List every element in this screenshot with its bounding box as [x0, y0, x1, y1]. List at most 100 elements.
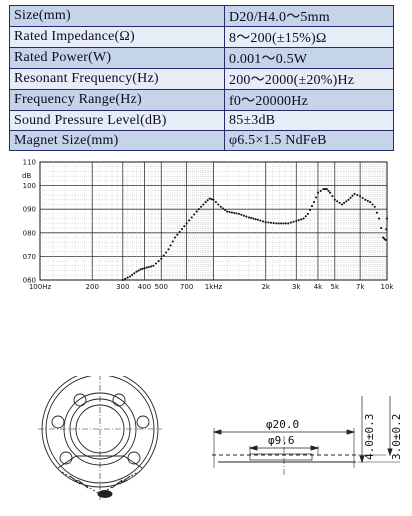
chart-data-point	[176, 233, 179, 236]
chart-data-point	[228, 210, 231, 214]
chart-data-point	[143, 267, 146, 270]
chart-data-point	[345, 200, 348, 203]
chart-data-point	[178, 230, 181, 233]
chart-y-tick-label: 070	[23, 253, 36, 261]
spec-row: Sound Pressure Level(dB) 85±3dB	[9, 110, 394, 131]
chart-data-point	[162, 254, 165, 257]
chart-data-point	[219, 205, 222, 208]
chart-y-axis-label: dB	[22, 172, 31, 180]
chart-data-point	[364, 198, 367, 201]
chart-data-point	[302, 217, 305, 220]
chart-data-point	[373, 205, 376, 208]
chart-data-point	[259, 219, 262, 222]
chart-data-point	[221, 207, 224, 210]
chart-data-point	[208, 197, 211, 200]
chart-data-point	[331, 195, 334, 198]
chart-x-ticks: 100Hz 200 300 400 500 700 1kHz 2k 3k 4k 5k 7k 10k	[29, 283, 395, 291]
chart-data-point	[193, 213, 196, 216]
chart-data-point	[385, 217, 389, 220]
chart-data-point	[137, 269, 140, 272]
chart-data-point	[256, 218, 259, 221]
chart-data-point	[237, 212, 240, 215]
chart-data-point	[126, 276, 129, 279]
chart-y-tick-label: 060	[23, 277, 36, 285]
chart-data-point	[282, 222, 285, 225]
chart-data-point	[361, 196, 364, 200]
chart-data-point	[141, 267, 144, 270]
chart-data-point	[308, 208, 312, 212]
chart-data-point	[349, 196, 352, 199]
chart-data-point	[139, 268, 142, 271]
spec-value: 200～2000(±20%)Hz	[224, 68, 394, 90]
chart-data-point	[313, 201, 316, 204]
spec-param: Size(mm)	[9, 5, 225, 27]
chart-data-point	[277, 222, 280, 225]
chart-data-point	[340, 203, 344, 206]
chart-data-point	[202, 203, 205, 206]
chart-data-point	[131, 273, 134, 276]
chart-data-point	[295, 219, 298, 223]
chart-data-point	[160, 257, 163, 260]
chart-x-tick-label: 5k	[331, 283, 340, 291]
chart-data-point	[250, 216, 253, 220]
chart-data-point	[171, 240, 174, 243]
chart-data-point	[324, 188, 327, 191]
chart-data-point	[351, 194, 354, 197]
chart-data-point	[333, 198, 336, 201]
spec-param: Sound Pressure Level(dB)	[9, 110, 225, 131]
chart-data-point	[173, 236, 177, 239]
chart-data-point	[325, 188, 328, 191]
chart-data-point	[378, 217, 381, 220]
chart-data-point	[224, 208, 227, 212]
chart-data-point	[264, 221, 267, 224]
chart-data-point	[128, 275, 132, 278]
speaker-drawing: φ20.0 φ9.6 4.0±0.3 3.0±0.2	[38, 376, 403, 500]
chart-data-point	[252, 217, 255, 220]
chart-data-point	[230, 211, 233, 214]
chart-data-point	[369, 201, 372, 204]
chart-x-tick-label: 3k	[292, 283, 301, 291]
spec-value: φ6.5×1.5 NdFeB	[224, 130, 394, 151]
chart-data-point	[359, 195, 362, 198]
chart-x-tick-label: 100Hz	[29, 283, 52, 291]
chart-y-ticks: 060 070 080 090 100 110	[23, 159, 36, 285]
chart-data-point	[267, 221, 270, 224]
chart-data-point	[133, 272, 136, 275]
chart-x-tick-label: 300	[116, 283, 129, 291]
chart-data-point	[247, 216, 250, 219]
chart-data-point	[210, 198, 213, 201]
chart-data-point	[200, 205, 203, 208]
spec-param: Magnet Size(mm)	[9, 130, 225, 151]
chart-data-point	[150, 265, 153, 268]
chart-data-point	[157, 260, 160, 263]
chart-data-point	[316, 191, 320, 194]
chart-data-point	[152, 264, 155, 267]
chart-data-point	[226, 210, 229, 213]
chart-data-point	[384, 238, 387, 241]
chart-x-tick-label: 10k	[381, 283, 395, 291]
chart-data-point	[147, 265, 150, 269]
chart-data-point	[297, 219, 300, 222]
chart-data-point	[304, 215, 307, 218]
spec-value: 8～200(±15%)Ω	[224, 26, 394, 48]
chart-data-point	[356, 193, 359, 197]
chart-y-tick-label: 080	[23, 229, 36, 237]
chart-x-tick-label: 700	[180, 283, 193, 291]
chart-x-tick-label: 200	[86, 283, 99, 291]
chart-data-point	[212, 198, 215, 201]
chart-data-point	[272, 222, 275, 225]
chart-data-point	[165, 251, 168, 254]
chart-data-point	[214, 201, 217, 204]
spec-row: Size(mm) D20/H4.0～5mm	[9, 5, 394, 27]
chart-grid	[39, 161, 388, 281]
dimension-outer-diameter: φ20.0	[266, 418, 299, 431]
chart-data-point	[380, 227, 383, 230]
chart-data-point	[254, 218, 257, 221]
chart-data-point	[235, 212, 238, 215]
chart-data-point	[322, 188, 325, 191]
spec-value: f0～20000Hz	[224, 89, 394, 111]
spec-param: Rated Impedance(Ω)	[9, 26, 225, 48]
spec-param: Frequency Range(Hz)	[9, 89, 225, 111]
chart-data-point	[124, 277, 127, 280]
